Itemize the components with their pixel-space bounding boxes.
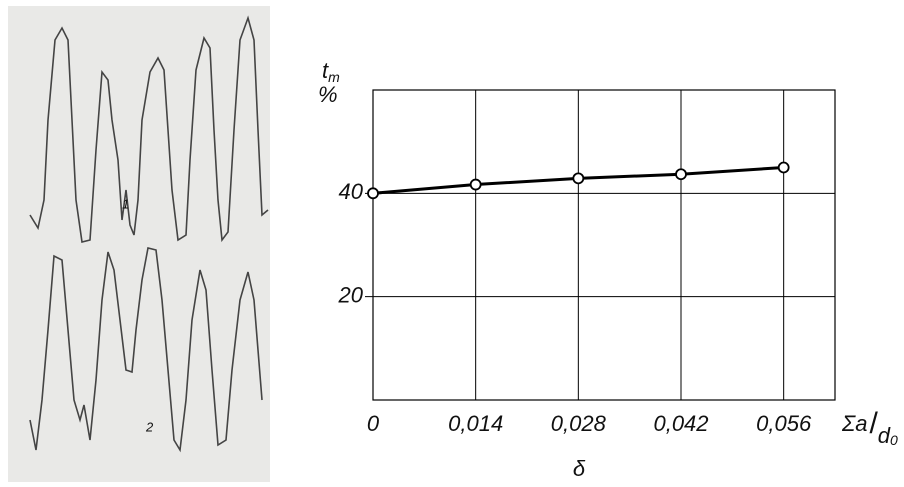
data-point <box>471 180 481 190</box>
x-tick-label: 0,014 <box>448 411 503 436</box>
chart: tm % Σa/d0 δ 20 40 0 0,014 0,028 0,042 0,056 <box>318 58 898 481</box>
trace-photo: 1 2 <box>8 6 270 482</box>
y-axis-unit: % <box>318 82 338 107</box>
x-label-subscript: 0 <box>890 432 898 448</box>
data-point <box>573 173 583 183</box>
y-axis-label: tm <box>322 58 340 85</box>
plot-frame <box>373 90 835 400</box>
trace-label: 2 <box>145 419 154 434</box>
x-label-denominator: d <box>878 423 891 448</box>
x-tick-label: 0 <box>367 411 380 436</box>
y-tick-label: 20 <box>338 282 364 307</box>
x-axis-symbol: δ <box>573 456 586 481</box>
page: 1 2 tm % Σa/d0 δ 204000,0140,0280,0420,0… <box>0 0 904 487</box>
trace-label: 1 <box>122 196 129 211</box>
data-point <box>368 188 378 198</box>
photo-background <box>8 6 270 482</box>
x-tick-label: 0,028 <box>551 411 607 436</box>
data-point <box>779 163 789 173</box>
y-tick-label: 40 <box>339 179 364 204</box>
x-tick-label: 0,042 <box>653 411 708 436</box>
x-label-numerator: Σa <box>841 411 867 436</box>
x-axis-label: Σa/d0 <box>841 407 898 448</box>
x-tick-label: 0,056 <box>756 411 812 436</box>
data-point <box>676 169 686 179</box>
